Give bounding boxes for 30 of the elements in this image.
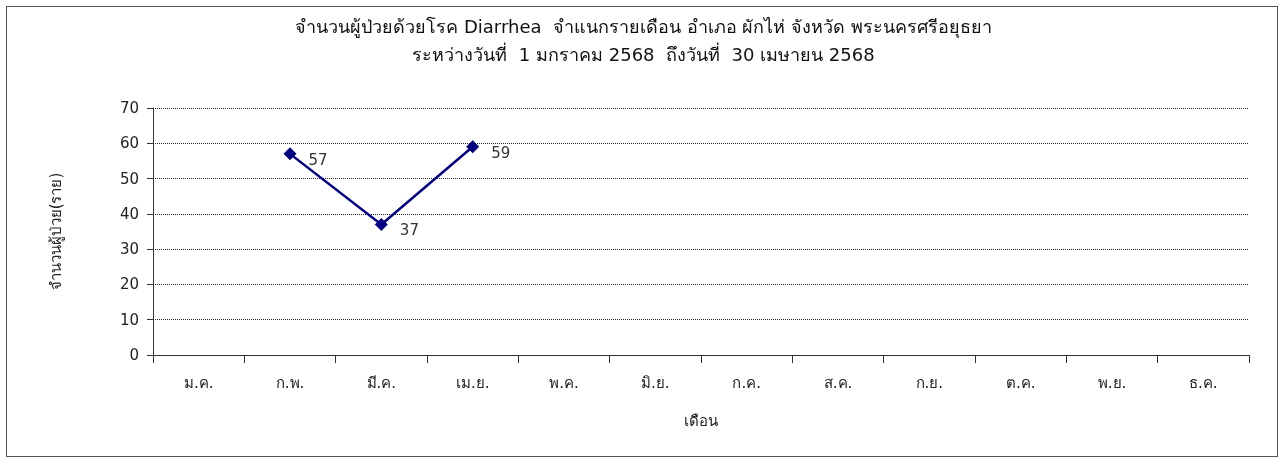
y-tick-label: 30 bbox=[119, 240, 139, 259]
y-tick-label: 0 bbox=[129, 346, 139, 364]
y-tick-label: 50 bbox=[119, 169, 139, 188]
data-label: 57 bbox=[308, 150, 328, 169]
x-tick-label: ม.ค. bbox=[183, 373, 214, 392]
data-label: 37 bbox=[399, 221, 419, 240]
x-tick-label: ก.ค. bbox=[732, 373, 761, 392]
y-tick-label: 60 bbox=[119, 134, 139, 153]
x-tick-label: ก.ย. bbox=[915, 373, 944, 392]
x-tick-label: เม.ย. bbox=[455, 373, 490, 392]
point bbox=[466, 140, 480, 154]
data-label: 59 bbox=[491, 143, 511, 162]
x-tick-label: ต.ค. bbox=[1005, 373, 1036, 392]
x-tick-label: พ.ย. bbox=[1097, 373, 1127, 392]
y-tick-label: 40 bbox=[119, 204, 139, 223]
y-tick-label: 10 bbox=[119, 310, 139, 329]
chart-subtitle: ระหว่างวันที่ 1 มกราคม 2568 ถึงวันที่ 30 เมษายน 2568 bbox=[412, 41, 875, 65]
point bbox=[283, 147, 297, 161]
x-tick-label: มิ.ย. bbox=[641, 373, 670, 392]
chart-title: จำนวนผู้ป่วยด้วยโรค Diarrhea จำแนกรายเดือน อำเภอ ผักไห่ จังหวัด พระนครศรีอยุธยา bbox=[295, 15, 992, 38]
x-tick-label: มี.ค. bbox=[366, 373, 397, 392]
x-tick-label: ส.ค. bbox=[823, 373, 853, 392]
y-tick-label: 70 bbox=[119, 99, 139, 117]
y-axis-title: จำนวนผู้ป่วย(ราย) bbox=[46, 172, 65, 291]
x-tick-label: พ.ค. bbox=[549, 373, 579, 392]
point bbox=[374, 217, 388, 231]
x-axis-title: เดือน bbox=[684, 411, 718, 430]
x-tick-label: ก.พ. bbox=[275, 373, 305, 392]
y-tick-label: 20 bbox=[119, 275, 139, 294]
x-tick-label: ธ.ค. bbox=[1189, 373, 1218, 392]
